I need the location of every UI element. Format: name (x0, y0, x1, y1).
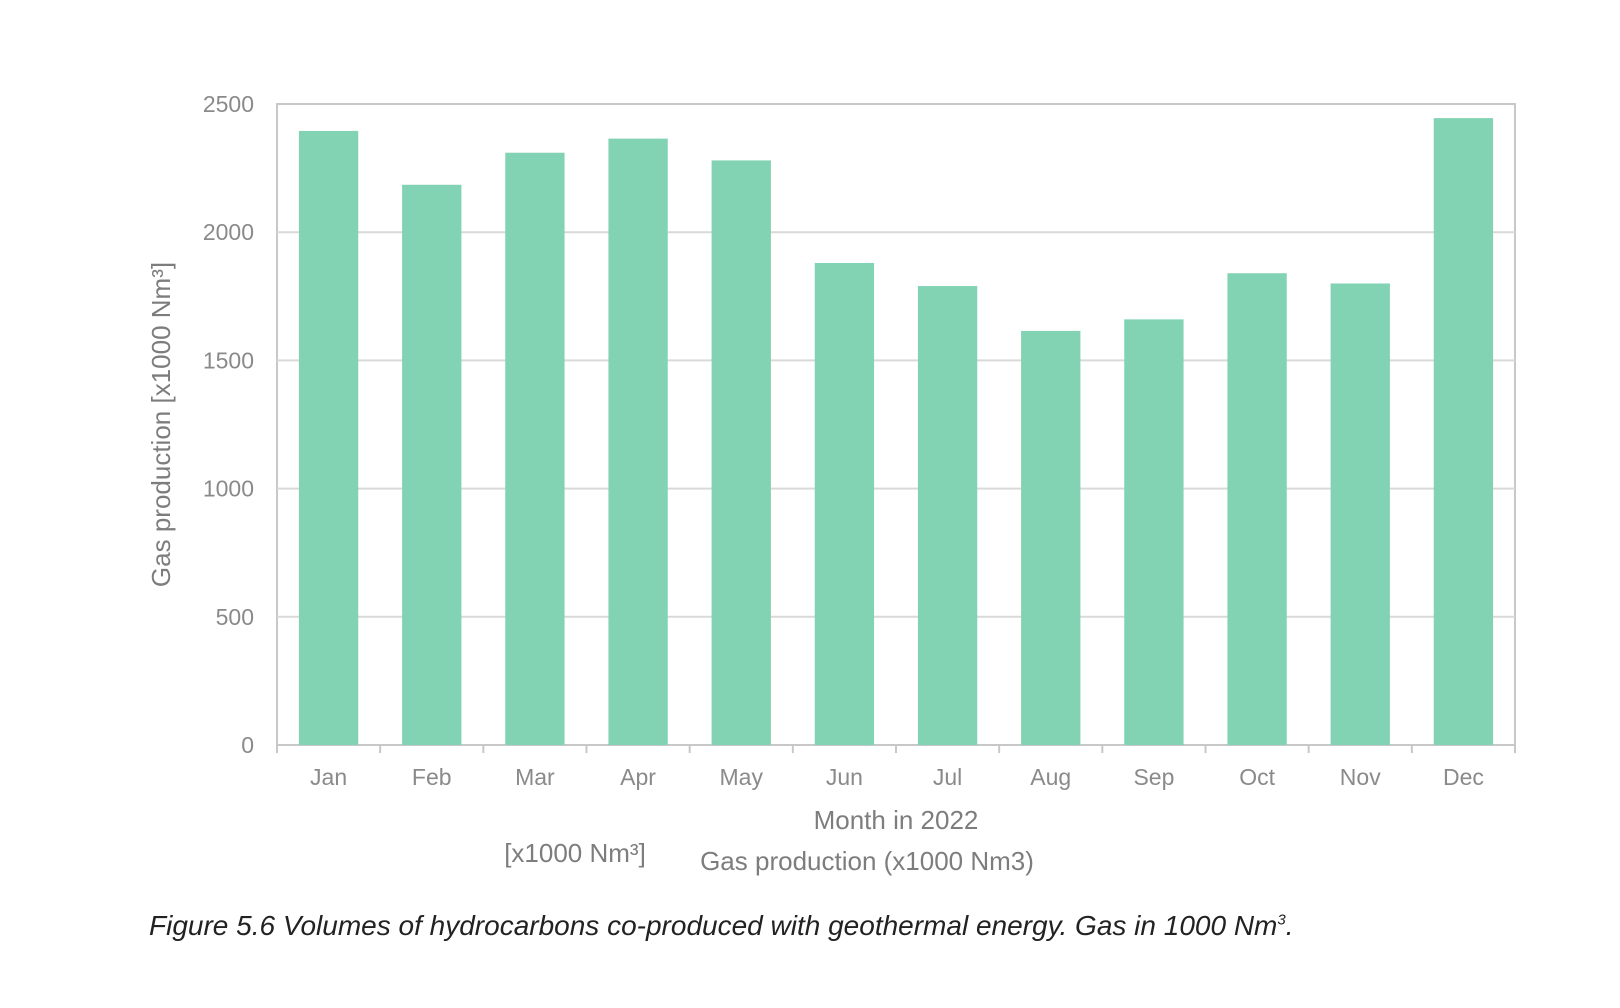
bar (608, 138, 668, 745)
bar (1227, 273, 1287, 745)
bar (711, 160, 771, 745)
y-tick-label: 2000 (203, 219, 254, 245)
caption-end: . (1285, 910, 1294, 941)
x-tick-label: Jul (933, 764, 962, 790)
x-tick-label: Apr (620, 764, 656, 790)
bar (402, 184, 462, 746)
x-tick-label: Sep (1133, 764, 1174, 790)
x-axis-title: Month in 2022 (814, 805, 979, 835)
x-tick-label: Oct (1239, 764, 1275, 790)
y-tick-label: 500 (216, 604, 254, 630)
x-tick-label: Nov (1340, 764, 1381, 790)
x-tick-label: Mar (515, 764, 555, 790)
y-tick-label: 1000 (203, 476, 254, 502)
y-tick-label: 0 (241, 732, 254, 758)
legend-unit-label: [x1000 Nm³] (504, 838, 646, 868)
caption-superscript: 3 (1277, 911, 1286, 929)
x-tick-label: Dec (1443, 764, 1484, 790)
figure-caption: Figure 5.6 Volumes of hydrocarbons co-pr… (149, 910, 1294, 942)
x-tick-label: Jan (310, 764, 347, 790)
x-tick-label: Aug (1030, 764, 1071, 790)
caption-text: Figure 5.6 Volumes of hydrocarbons co-pr… (149, 910, 1278, 941)
legend-series-label: Gas production (x1000 Nm3) (700, 846, 1034, 876)
bar (1124, 319, 1184, 745)
y-tick-label: 2500 (203, 91, 254, 117)
y-axis-title: Gas production [x1000 Nm³] (146, 262, 176, 587)
bar (1021, 330, 1081, 745)
plot-frame (276, 103, 1516, 746)
y-tick-label: 1500 (203, 347, 254, 373)
bar (298, 130, 359, 745)
bar (1330, 283, 1390, 745)
bar (814, 262, 875, 745)
bar (917, 286, 978, 745)
x-tick-label: Feb (412, 764, 452, 790)
x-tick-label: Jun (826, 764, 863, 790)
x-tick-label: May (720, 764, 764, 790)
bar (505, 152, 565, 745)
bar (1433, 118, 1494, 746)
